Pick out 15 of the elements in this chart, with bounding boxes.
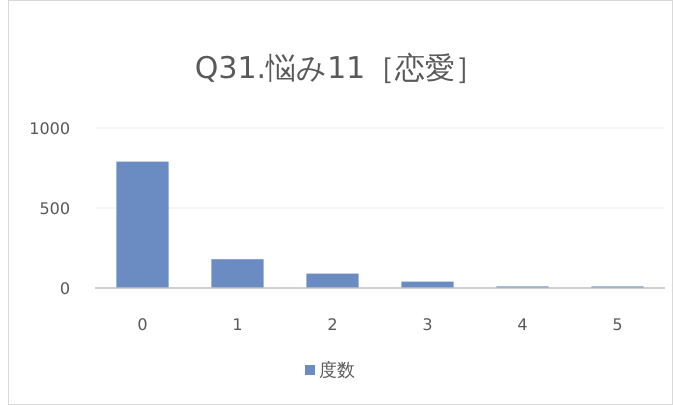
- x-tick-label: 3: [422, 315, 433, 334]
- bar: [401, 282, 454, 288]
- bar: [116, 162, 169, 288]
- bar: [211, 259, 264, 288]
- y-tick-label: 1000: [29, 119, 70, 138]
- x-tick-label: 1: [232, 315, 243, 334]
- legend-label: 度数: [319, 360, 355, 381]
- x-tick-label: 5: [612, 315, 623, 334]
- y-tick-label: 500: [39, 199, 70, 218]
- x-tick-label: 0: [137, 315, 148, 334]
- bar: [306, 274, 359, 288]
- y-tick-label: 0: [60, 279, 70, 298]
- x-tick-label: 4: [517, 315, 528, 334]
- x-tick-label: 2: [327, 315, 338, 334]
- chart-title: Q31.悩み11［恋愛］: [194, 51, 486, 86]
